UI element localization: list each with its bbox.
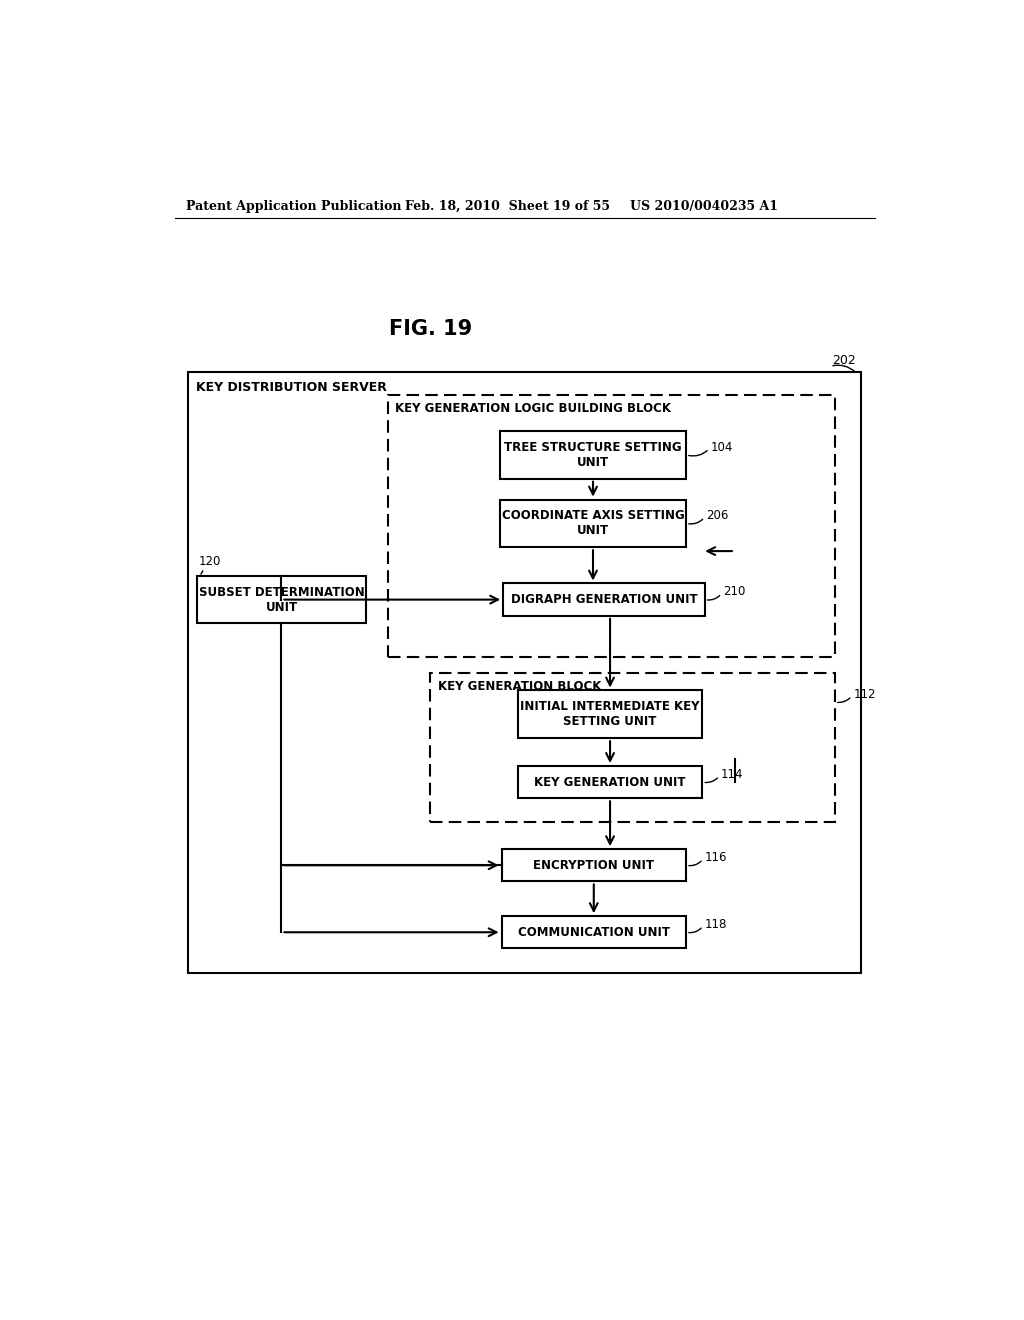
Text: COORDINATE AXIS SETTING
UNIT: COORDINATE AXIS SETTING UNIT <box>502 510 684 537</box>
Bar <box>502 849 686 882</box>
Bar <box>388 395 835 657</box>
Text: 202: 202 <box>831 354 855 367</box>
Text: 112: 112 <box>853 688 876 701</box>
Bar <box>500 499 686 548</box>
Text: KEY DISTRIBUTION SERVER: KEY DISTRIBUTION SERVER <box>197 381 387 395</box>
Text: COMMUNICATION UNIT: COMMUNICATION UNIT <box>518 925 670 939</box>
Text: 206: 206 <box>707 510 728 523</box>
Text: 210: 210 <box>723 585 745 598</box>
Text: FIG. 19: FIG. 19 <box>389 319 472 339</box>
Text: Feb. 18, 2010  Sheet 19 of 55: Feb. 18, 2010 Sheet 19 of 55 <box>406 199 610 213</box>
Text: KEY GENERATION LOGIC BUILDING BLOCK: KEY GENERATION LOGIC BUILDING BLOCK <box>395 403 672 416</box>
Text: 116: 116 <box>705 851 727 865</box>
Text: Patent Application Publication: Patent Application Publication <box>186 199 401 213</box>
Text: 120: 120 <box>199 556 221 569</box>
Text: DIGRAPH GENERATION UNIT: DIGRAPH GENERATION UNIT <box>511 593 697 606</box>
Text: 118: 118 <box>705 917 727 931</box>
Text: SUBSET DETERMINATION
UNIT: SUBSET DETERMINATION UNIT <box>199 586 365 614</box>
Bar <box>503 583 705 615</box>
Text: US 2010/0040235 A1: US 2010/0040235 A1 <box>630 199 778 213</box>
Text: TREE STRUCTURE SETTING
UNIT: TREE STRUCTURE SETTING UNIT <box>504 441 682 469</box>
Bar <box>502 916 686 949</box>
Text: 114: 114 <box>721 768 743 781</box>
Text: ENCRYPTION UNIT: ENCRYPTION UNIT <box>534 859 654 871</box>
Text: KEY GENERATION BLOCK: KEY GENERATION BLOCK <box>438 680 601 693</box>
Bar <box>197 576 366 623</box>
Bar <box>518 766 702 799</box>
Bar <box>430 673 835 822</box>
Text: 104: 104 <box>711 441 733 454</box>
Text: INITIAL INTERMEDIATE KEY
SETTING UNIT: INITIAL INTERMEDIATE KEY SETTING UNIT <box>520 701 699 729</box>
Text: KEY GENERATION UNIT: KEY GENERATION UNIT <box>535 776 686 788</box>
Bar <box>500 430 686 479</box>
Bar <box>518 690 702 738</box>
Bar <box>188 372 861 973</box>
